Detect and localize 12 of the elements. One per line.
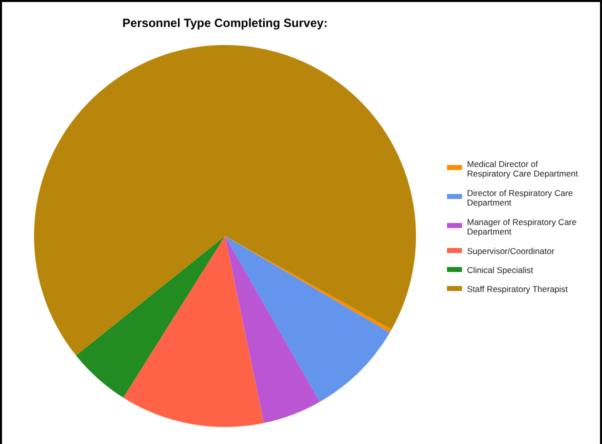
pie-slice [225, 236, 390, 402]
chart-title: Personnel Type Completing Survey: [122, 16, 328, 30]
legend-label: Director of Respiratory Care Department [467, 188, 574, 208]
pie-slice [123, 236, 264, 427]
pie-slice [34, 45, 416, 356]
legend-label: Staff Respiratory Therapist [467, 284, 568, 294]
legend-label: Clinical Specialist [467, 265, 534, 275]
legend-label: Manager of Respiratory Care Department [467, 217, 577, 236]
legend-label: Medical Director of Respiratory Care Department [467, 159, 579, 178]
pie-slice [76, 236, 225, 398]
pie-slice [225, 236, 320, 424]
legend-label: Supervisor/Coordinator [467, 246, 555, 256]
